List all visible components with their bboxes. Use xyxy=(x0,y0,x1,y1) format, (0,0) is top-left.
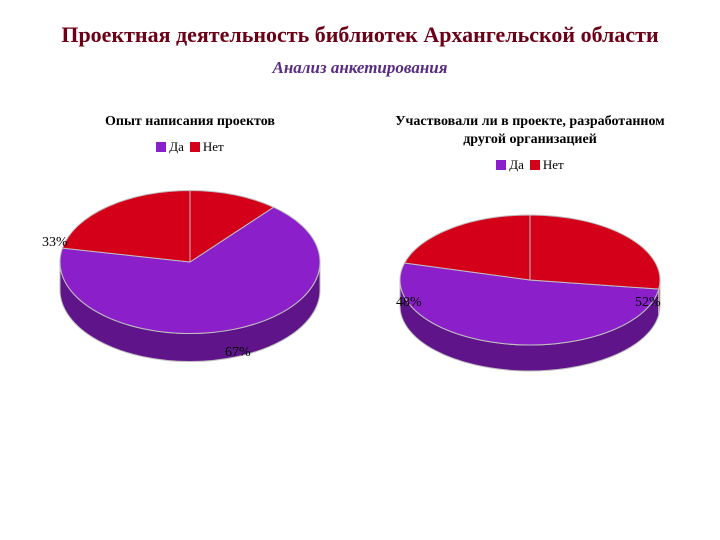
chart-opyt: Опыт написания проектов Да Нет 67% 33% xyxy=(34,113,347,405)
legend: Да Нет xyxy=(496,157,563,173)
legend: Да Нет xyxy=(156,139,223,155)
pie-label-yes: 52% xyxy=(635,295,661,311)
pie-label-no: 33% xyxy=(42,235,68,251)
pie-chart-1: 67% 33% xyxy=(40,167,340,387)
legend-item-yes: Да xyxy=(496,157,524,173)
legend-swatch-no xyxy=(190,142,200,152)
legend-swatch-yes xyxy=(156,142,166,152)
legend-item-no: Нет xyxy=(190,139,224,155)
pie-chart-2: 52% 48% xyxy=(380,185,680,405)
page-title: Проектная деятельность библиотек Арханге… xyxy=(0,0,720,48)
chart-title: Участвовали ли в проекте, разработанном … xyxy=(374,113,687,149)
chart-title: Опыт написания проектов xyxy=(105,113,275,131)
legend-label-yes: Да xyxy=(509,157,524,173)
legend-swatch-yes xyxy=(496,160,506,170)
legend-swatch-no xyxy=(530,160,540,170)
chart-uchastie: Участвовали ли в проекте, разработанном … xyxy=(374,113,687,405)
legend-label-yes: Да xyxy=(169,139,184,155)
charts-container: Опыт написания проектов Да Нет 67% 33% У… xyxy=(0,113,720,405)
legend-item-no: Нет xyxy=(530,157,564,173)
pie-label-yes: 67% xyxy=(225,345,251,361)
page-subtitle: Анализ анкетирования xyxy=(0,48,720,78)
legend-label-no: Нет xyxy=(543,157,564,173)
legend-label-no: Нет xyxy=(203,139,224,155)
legend-item-yes: Да xyxy=(156,139,184,155)
pie-label-no: 48% xyxy=(396,295,422,311)
